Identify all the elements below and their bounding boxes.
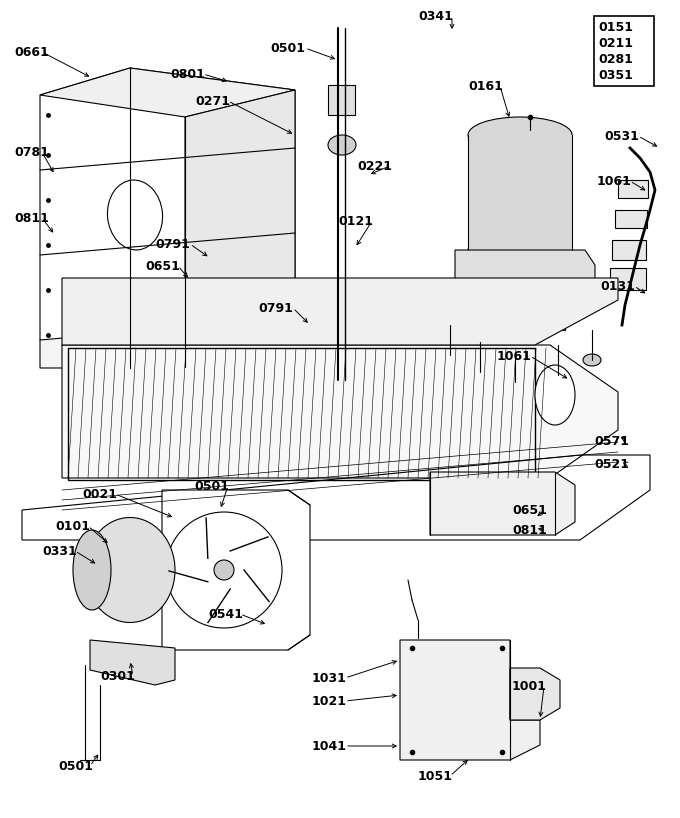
Polygon shape (430, 472, 575, 535)
Text: 0521: 0521 (594, 458, 629, 471)
Ellipse shape (471, 366, 489, 378)
Text: 0651: 0651 (145, 260, 180, 273)
Text: 0131: 0131 (600, 280, 635, 293)
Text: 0781: 0781 (14, 146, 49, 159)
Text: 0211: 0211 (598, 37, 633, 50)
Polygon shape (468, 135, 572, 250)
Polygon shape (40, 318, 370, 368)
Text: 0021: 0021 (82, 488, 117, 501)
Text: 0661: 0661 (14, 46, 49, 59)
Polygon shape (62, 345, 618, 478)
Text: 0811: 0811 (14, 212, 49, 225)
Text: 0651: 0651 (512, 504, 547, 517)
Polygon shape (455, 250, 595, 290)
Text: 0571: 0571 (594, 435, 629, 448)
Text: 0161: 0161 (468, 80, 503, 93)
Text: 0281: 0281 (598, 53, 633, 66)
Ellipse shape (506, 376, 524, 388)
Polygon shape (40, 68, 295, 368)
Polygon shape (510, 668, 560, 720)
Ellipse shape (583, 354, 601, 366)
Polygon shape (185, 90, 295, 367)
Ellipse shape (73, 530, 111, 610)
Bar (612, 240, 646, 260)
Text: 0101: 0101 (55, 520, 90, 533)
Text: 1061: 1061 (597, 175, 632, 188)
Text: 0151: 0151 (598, 21, 633, 34)
Text: 0331: 0331 (42, 545, 77, 558)
Polygon shape (90, 640, 175, 685)
Bar (610, 268, 646, 290)
Text: 0801: 0801 (170, 68, 205, 81)
Ellipse shape (493, 292, 543, 320)
Circle shape (214, 560, 234, 580)
Polygon shape (400, 640, 540, 760)
Text: 0121: 0121 (338, 215, 373, 228)
Text: 0351: 0351 (598, 69, 633, 82)
Circle shape (166, 512, 282, 628)
Ellipse shape (107, 180, 163, 250)
Text: 0271: 0271 (195, 95, 230, 108)
Text: 1041: 1041 (312, 740, 347, 753)
Bar (594, 16, 654, 86)
Ellipse shape (468, 234, 572, 266)
Ellipse shape (535, 365, 575, 425)
Text: 0301: 0301 (100, 670, 135, 683)
Text: 1021: 1021 (312, 695, 347, 708)
Ellipse shape (328, 135, 356, 155)
Ellipse shape (85, 518, 175, 622)
Polygon shape (62, 278, 618, 345)
Text: 0531: 0531 (604, 130, 639, 143)
Text: 1031: 1031 (312, 672, 347, 685)
Polygon shape (328, 85, 355, 115)
Text: 0221: 0221 (357, 160, 392, 173)
Text: 0501: 0501 (58, 760, 93, 773)
Polygon shape (162, 490, 310, 650)
Text: 1001: 1001 (512, 680, 547, 693)
Text: 0541: 0541 (208, 608, 243, 621)
Text: 0811: 0811 (512, 524, 547, 537)
Text: 0501: 0501 (270, 42, 305, 55)
Ellipse shape (441, 349, 459, 361)
Text: 0791: 0791 (155, 238, 190, 251)
Text: 0341: 0341 (418, 10, 453, 23)
Bar (470, 282, 565, 330)
Ellipse shape (549, 369, 567, 381)
Text: 0791: 0791 (258, 302, 293, 315)
Text: 0501: 0501 (194, 480, 229, 493)
Text: 1051: 1051 (418, 770, 453, 783)
Bar (618, 180, 648, 198)
Bar (615, 210, 647, 228)
Polygon shape (40, 68, 295, 117)
Ellipse shape (468, 117, 572, 153)
Text: 1061: 1061 (497, 350, 532, 363)
